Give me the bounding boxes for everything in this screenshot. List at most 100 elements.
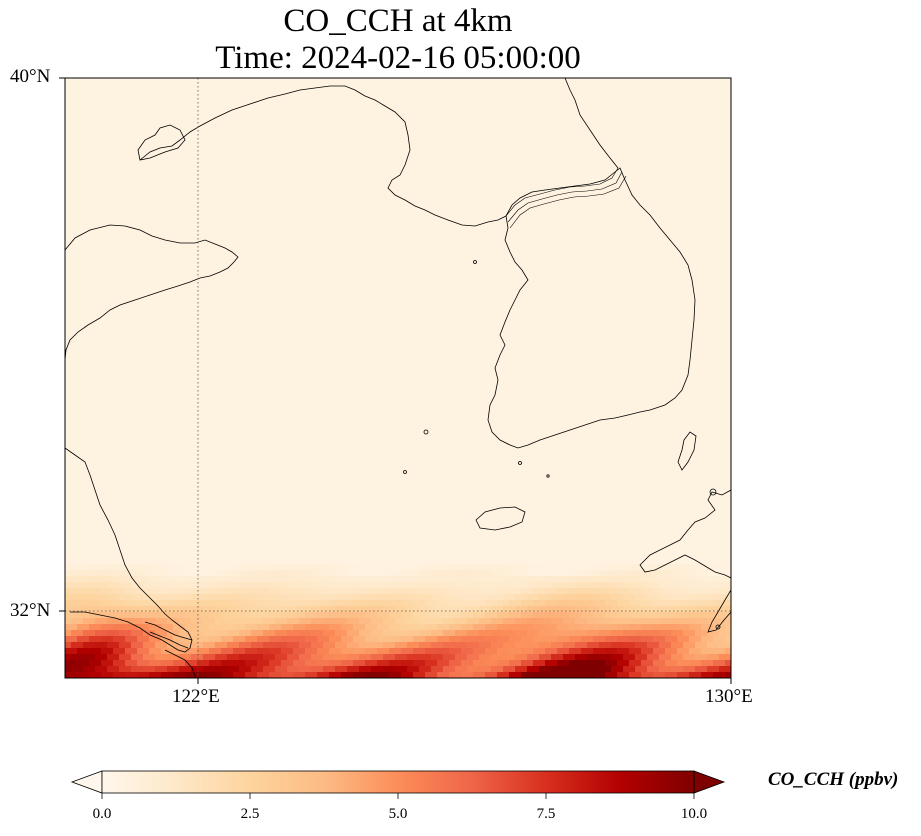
field-cell — [185, 576, 198, 583]
field-cell — [377, 672, 390, 678]
field-cell — [671, 666, 684, 673]
field-cell — [335, 642, 348, 649]
field-cell — [605, 636, 618, 643]
field-cell — [263, 606, 276, 613]
field-cell — [173, 588, 186, 595]
colorbar-gradient — [102, 771, 694, 793]
field-cell — [491, 606, 504, 613]
field-cell — [671, 618, 684, 625]
field-cell — [689, 588, 702, 595]
field-cell — [695, 630, 708, 637]
field-cell — [605, 588, 618, 595]
field-cell — [305, 564, 318, 571]
field-cell — [125, 576, 138, 583]
field-cell — [95, 618, 108, 625]
field-cell — [473, 588, 486, 595]
field-cell — [287, 654, 300, 661]
field-cell — [491, 654, 504, 661]
field-cell — [137, 576, 150, 583]
field-cell — [413, 648, 426, 655]
field-cell — [221, 576, 234, 583]
field-cell — [599, 606, 612, 613]
field-cell — [329, 672, 342, 678]
field-cell — [461, 636, 474, 643]
field-cell — [461, 660, 474, 667]
field-cell — [167, 582, 180, 589]
field-cell — [311, 654, 324, 661]
field-cell — [611, 606, 624, 613]
field-cell — [587, 582, 600, 589]
field-cell — [347, 582, 360, 589]
coastline-northeast — [564, 78, 619, 169]
field-cell — [77, 612, 90, 619]
field-cell — [65, 654, 72, 661]
field-cell — [425, 588, 438, 595]
field-cell — [245, 624, 258, 631]
field-cell — [467, 630, 480, 637]
field-cell — [359, 654, 372, 661]
field-cell — [557, 612, 570, 619]
field-cell — [545, 636, 558, 643]
field-cell — [479, 606, 492, 613]
field-cell — [515, 618, 528, 625]
field-cell — [419, 594, 432, 601]
field-cell — [659, 606, 672, 613]
field-cell — [617, 624, 630, 631]
field-cell — [659, 558, 672, 565]
coastlines — [65, 78, 731, 678]
field-cell — [437, 576, 450, 583]
field-cell — [287, 618, 300, 625]
field-cell — [65, 564, 78, 571]
field-cell — [599, 558, 612, 565]
colorbar-tick-label: 2.5 — [240, 806, 260, 822]
field-cell — [599, 630, 612, 637]
field-cell — [521, 564, 534, 571]
field-cell — [575, 630, 588, 637]
coastline-bohai-inner — [137, 124, 186, 161]
field-cell — [197, 624, 210, 631]
colorbar-tick-label: 7.5 — [536, 806, 556, 822]
field-cell — [425, 564, 438, 571]
field-cell — [665, 648, 678, 655]
field-cell — [551, 558, 564, 565]
field-cell — [725, 660, 731, 667]
field-cell — [629, 576, 642, 583]
field-cell — [359, 594, 372, 601]
field-cell — [407, 654, 420, 661]
field-cell — [209, 564, 222, 571]
field-cell — [431, 642, 444, 649]
field-cell — [323, 654, 336, 661]
field-cell — [677, 588, 690, 595]
field-cell — [113, 636, 126, 643]
field-cell — [71, 654, 84, 661]
field-cell — [665, 660, 678, 667]
field-cell — [455, 666, 468, 673]
field-cell — [611, 558, 624, 565]
field-cell — [641, 624, 654, 631]
field-cell — [587, 570, 600, 577]
field-cell — [299, 558, 312, 565]
field-cell — [347, 606, 360, 613]
field-cell — [341, 648, 354, 655]
field-cell — [323, 630, 336, 637]
field-cell — [443, 642, 456, 649]
field-cell — [137, 612, 150, 619]
field-cell — [455, 654, 468, 661]
field-cell — [623, 606, 636, 613]
field-cell — [623, 570, 636, 577]
field-cell — [437, 564, 450, 571]
field-cell — [269, 648, 282, 655]
field-cell — [725, 648, 731, 655]
field-cell — [479, 642, 492, 649]
field-cell — [197, 612, 210, 619]
field-cell — [485, 600, 498, 607]
field-cell — [389, 672, 402, 678]
field-cell — [551, 606, 564, 613]
field-cell — [485, 648, 498, 655]
field-cell — [575, 642, 588, 649]
field-cell — [365, 624, 378, 631]
field-cell — [497, 612, 510, 619]
field-cell — [527, 570, 540, 577]
field-cell — [143, 630, 156, 637]
field-cell — [527, 594, 540, 601]
